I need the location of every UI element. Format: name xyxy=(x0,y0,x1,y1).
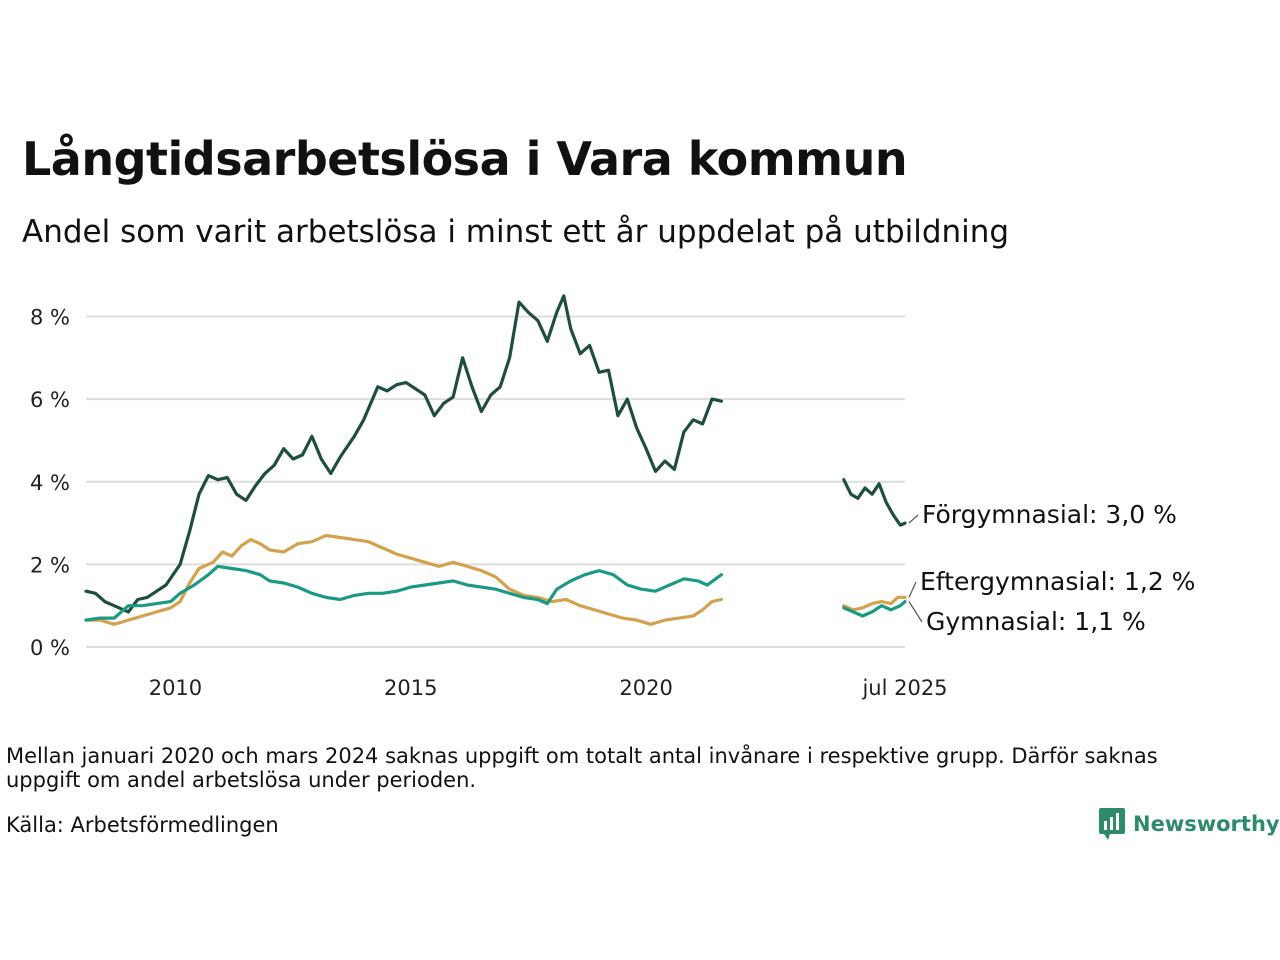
x-tick-label: 2015 xyxy=(384,676,437,700)
newsworthy-logo-icon xyxy=(1099,808,1125,840)
series-line-förgymnasial-1 xyxy=(842,478,907,527)
brand-name: Newsworthy xyxy=(1133,812,1280,836)
label-connector xyxy=(908,601,923,623)
series-end-label: Förgymnasial: 3,0 % xyxy=(922,500,1177,529)
y-tick-label: 8 % xyxy=(30,306,70,330)
series-end-labels: Förgymnasial: 3,0 % Eftergymnasial: 1,2 %… xyxy=(908,500,1195,636)
y-axis-ticks: 0 % 2 % 4 % 6 % 8 % xyxy=(30,306,70,660)
footnote: Mellan januari 2020 och mars 2024 saknas… xyxy=(6,744,1158,792)
line-chart: 0 % 2 % 4 % 6 % 8 % 2010 2015 2020 jul 2025 För… xyxy=(30,294,1195,700)
series-end-label: Gymnasial: 1,1 % xyxy=(926,607,1146,636)
y-tick-label: 4 % xyxy=(30,471,70,495)
series-line-gymnasial-1 xyxy=(842,600,907,618)
series-line-förgymnasial-0 xyxy=(84,294,723,614)
chart-subtitle: Andel som varit arbetslösa i minst ett å… xyxy=(22,214,1010,250)
gridlines xyxy=(86,315,905,648)
y-tick-label: 0 % xyxy=(30,636,70,660)
x-tick-label: jul 2025 xyxy=(861,676,947,700)
label-connector xyxy=(908,514,919,524)
series-line-gymnasial-0 xyxy=(84,564,723,622)
brand-logo: Newsworthy xyxy=(1099,808,1280,840)
x-axis-ticks: 2010 2015 2020 jul 2025 xyxy=(149,676,948,700)
label-connector xyxy=(908,581,917,598)
chart-title: Långtidsarbetslösa i Vara kommun xyxy=(22,132,908,186)
series-lines xyxy=(84,294,907,626)
y-tick-label: 6 % xyxy=(30,388,70,412)
series-end-label: Eftergymnasial: 1,2 % xyxy=(920,567,1195,596)
y-tick-label: 2 % xyxy=(30,553,70,577)
x-tick-label: 2020 xyxy=(619,676,672,700)
series-line-eftergymnasial-0 xyxy=(84,533,723,626)
x-tick-label: 2010 xyxy=(149,676,202,700)
series-line-eftergymnasial-1 xyxy=(842,595,907,612)
source-text: Källa: Arbetsförmedlingen xyxy=(6,813,279,837)
